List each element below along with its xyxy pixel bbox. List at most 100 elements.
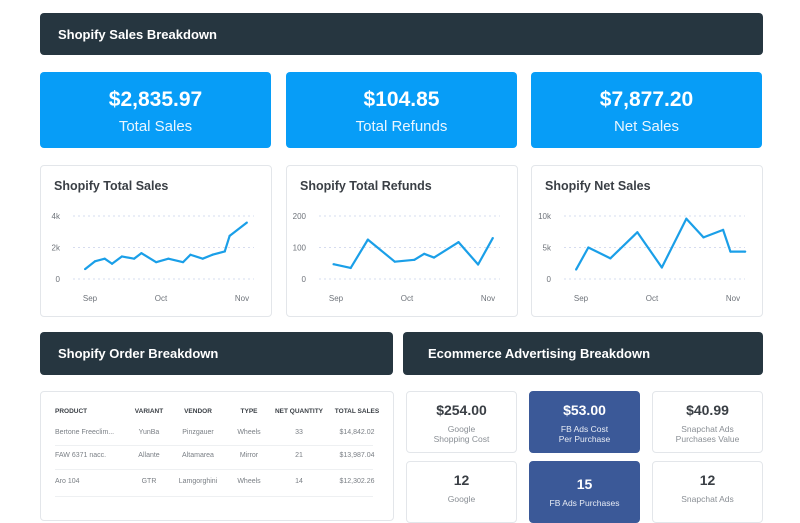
data-point bbox=[228, 234, 231, 237]
table-cell: $13,987.04 bbox=[339, 452, 375, 459]
table-cell: Altamarea bbox=[182, 452, 214, 459]
data-point bbox=[722, 228, 725, 231]
data-point bbox=[110, 262, 114, 265]
column-header: VENDOR bbox=[184, 408, 212, 415]
chart-total-sales: 0 2k 4k Sep Oct Nov Shopify Total Sales bbox=[40, 165, 272, 317]
data-point bbox=[332, 263, 335, 266]
y-tick-label: 10k bbox=[538, 212, 552, 221]
data-point bbox=[140, 252, 143, 255]
metric-value: $40.99 bbox=[686, 402, 729, 418]
table-cell: 33 bbox=[295, 429, 303, 436]
kpi-value: $2,835.97 bbox=[108, 88, 203, 111]
kpi-value: $104.85 bbox=[363, 88, 440, 111]
table-cell: $14,842.02 bbox=[339, 429, 375, 436]
table-cell: Wheels bbox=[237, 478, 261, 485]
data-point bbox=[685, 217, 688, 220]
x-tick-label: Sep bbox=[83, 294, 98, 303]
x-tick-label: Nov bbox=[726, 294, 740, 303]
data-point bbox=[457, 241, 460, 244]
data-point bbox=[609, 257, 612, 260]
x-tick-label: Oct bbox=[155, 294, 168, 303]
data-point bbox=[393, 260, 396, 263]
table-cell: Mirror bbox=[239, 452, 259, 459]
dashboard-header: Shopify Sales Breakdown bbox=[40, 13, 763, 55]
data-point bbox=[491, 236, 494, 240]
data-point bbox=[660, 266, 663, 269]
metric-label: FB Ads Cost Per Purchase bbox=[558, 424, 611, 444]
data-point bbox=[413, 258, 416, 261]
metric-value: $53.00 bbox=[563, 402, 606, 418]
column-header: TOTAL SALES bbox=[334, 408, 380, 415]
data-point bbox=[201, 257, 204, 260]
metric-value: 12 bbox=[699, 472, 716, 488]
order-breakdown-header: Shopify Order Breakdown bbox=[40, 332, 393, 375]
table-cell: Aro 104 bbox=[55, 478, 80, 485]
chart-title: Shopify Total Sales bbox=[54, 179, 169, 193]
row-divider bbox=[55, 469, 373, 470]
data-point bbox=[223, 250, 226, 253]
ad-metric-tile: $53.00 FB Ads Cost Per Purchase bbox=[529, 391, 640, 453]
data-point bbox=[155, 261, 158, 264]
y-tick-label: 0 bbox=[302, 275, 307, 284]
x-tick-label: Nov bbox=[481, 294, 495, 303]
metric-label: Snapchat Ads bbox=[681, 494, 734, 504]
y-tick-label: 5k bbox=[543, 244, 552, 253]
metric-value: 12 bbox=[453, 472, 470, 488]
kpi-total-refunds: $104.85 Total Refunds bbox=[286, 72, 517, 148]
x-tick-label: Sep bbox=[574, 294, 589, 303]
x-tick-label: Oct bbox=[401, 294, 414, 303]
kpi-label: Total Sales bbox=[118, 118, 193, 135]
table-cell: Pinzgauer bbox=[182, 429, 214, 436]
chart-svg: 0 100 200 Sep Oct Nov bbox=[293, 212, 500, 303]
advertising-breakdown-header: Ecommerce Advertising Breakdown bbox=[403, 332, 763, 375]
x-tick-label: Oct bbox=[646, 294, 659, 303]
section-title: Shopify Order Breakdown bbox=[58, 346, 219, 361]
kpi-label: Total Refunds bbox=[355, 118, 448, 135]
table-cell: FAW 6371 nacc. bbox=[55, 452, 107, 459]
x-tick-label: Sep bbox=[329, 294, 344, 303]
metric-value: $254.00 bbox=[436, 402, 487, 418]
column-header: NET QUANTITY bbox=[274, 408, 324, 415]
data-point bbox=[103, 257, 106, 260]
table-cell: Wheels bbox=[237, 429, 261, 436]
kpi-value: $7,877.20 bbox=[599, 88, 694, 111]
metric-label: Google Shopping Cost bbox=[433, 424, 490, 444]
table-cell: 21 bbox=[295, 452, 303, 459]
data-point bbox=[477, 263, 480, 266]
data-point bbox=[167, 257, 170, 260]
table-cell: GTR bbox=[141, 478, 157, 485]
data-point bbox=[744, 250, 747, 253]
data-point bbox=[245, 221, 248, 224]
ad-metric-tile: 15 FB Ads Purchases bbox=[529, 461, 640, 523]
table-cell: Lamgorghini bbox=[178, 478, 218, 485]
data-point bbox=[587, 246, 590, 249]
chart-svg: 0 2k 4k Sep Oct Nov bbox=[52, 212, 254, 303]
data-point bbox=[575, 268, 578, 271]
table-cell: YunBa bbox=[138, 429, 160, 436]
data-point bbox=[211, 253, 214, 256]
kpi-label: Net Sales bbox=[613, 118, 680, 135]
table-cell: Bertone Freeclim... bbox=[55, 429, 115, 436]
data-point bbox=[84, 267, 87, 271]
table-cell: Allante bbox=[138, 452, 160, 459]
ad-metric-tile: $40.99 Snapchat Ads Purchases Value bbox=[652, 391, 763, 453]
y-tick-label: 0 bbox=[547, 275, 552, 284]
table-cell: $12,302.26 bbox=[339, 478, 375, 485]
y-tick-label: 4k bbox=[52, 212, 61, 221]
column-header: TYPE bbox=[240, 408, 258, 415]
data-point bbox=[729, 250, 732, 253]
metric-value: 15 bbox=[576, 476, 593, 492]
ad-metric-tile: 12 Google bbox=[406, 461, 517, 523]
chart-total-refunds: 0 100 200 Sep Oct Nov Shopify Total Refunds bbox=[286, 165, 518, 317]
data-point bbox=[133, 257, 136, 260]
data-point bbox=[349, 266, 352, 270]
dashboard-title: Shopify Sales Breakdown bbox=[58, 26, 217, 42]
y-tick-label: 0 bbox=[56, 275, 61, 284]
data-point bbox=[182, 261, 185, 264]
kpi-total-sales: $2,835.97 Total Sales bbox=[40, 72, 271, 148]
table-cell: 14 bbox=[295, 478, 303, 485]
metric-label: Google bbox=[447, 494, 476, 504]
column-header: VARIANT bbox=[134, 408, 164, 415]
series-line bbox=[84, 221, 248, 270]
chart-title: Shopify Net Sales bbox=[545, 179, 651, 193]
